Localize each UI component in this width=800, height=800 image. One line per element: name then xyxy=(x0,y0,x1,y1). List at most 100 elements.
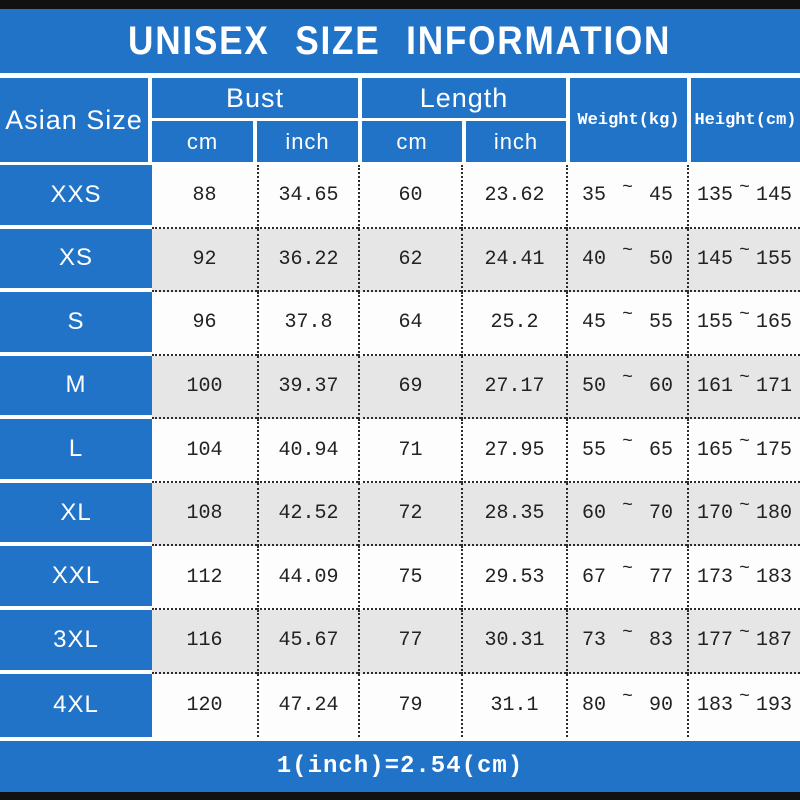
length-cm-value: 69 xyxy=(358,355,461,420)
size-label: XXL xyxy=(0,546,152,610)
length-cm-value: 71 xyxy=(358,419,461,483)
weight-max-value: 55 xyxy=(648,311,673,335)
header-bust-cm: cm xyxy=(152,121,257,162)
table-row: 4XL 120 47.24 79 31.1 80 ~ 90 183 ~ 193 xyxy=(0,673,800,738)
weight-min-value: 45 xyxy=(582,311,607,335)
tilde-symbol: ~ xyxy=(739,304,750,325)
height-max-value: 187 xyxy=(755,629,792,653)
tilde-symbol: ~ xyxy=(622,241,633,262)
header-weight: Weight(kg) xyxy=(566,78,687,162)
length-inch-value: 28.35 xyxy=(461,482,566,547)
table-header: Asian Size Bust cm inch Length cm inch W… xyxy=(0,78,800,162)
tilde-symbol: ~ xyxy=(739,559,750,580)
tilde-symbol: ~ xyxy=(739,495,750,516)
bust-inch-value: 34.65 xyxy=(257,165,358,229)
height-min-value: 173 xyxy=(697,565,734,589)
height-max-value: 180 xyxy=(755,502,792,526)
bust-cm-value: 108 xyxy=(152,482,257,547)
bottom-black-bar xyxy=(0,792,800,800)
weight-range: 73 ~ 83 xyxy=(566,609,687,674)
height-min-value: 145 xyxy=(697,247,734,271)
tilde-symbol: ~ xyxy=(622,495,633,516)
weight-range: 50 ~ 60 xyxy=(566,355,687,420)
weight-range: 80 ~ 90 xyxy=(566,673,687,738)
title-banner: UNISEX SIZE INFORMATION xyxy=(0,9,800,73)
bust-cm-value: 112 xyxy=(152,546,257,610)
header-length-cm: cm xyxy=(362,121,466,162)
height-range: 165 ~ 175 xyxy=(687,419,800,483)
length-cm-value: 79 xyxy=(358,673,461,738)
tilde-symbol: ~ xyxy=(622,304,633,325)
tilde-symbol: ~ xyxy=(739,622,750,643)
weight-max-value: 70 xyxy=(648,502,673,526)
bust-cm-value: 92 xyxy=(152,228,257,293)
weight-min-value: 60 xyxy=(582,502,607,526)
weight-max-value: 90 xyxy=(648,693,673,717)
tilde-symbol: ~ xyxy=(622,622,633,643)
weight-range: 55 ~ 65 xyxy=(566,419,687,483)
tilde-symbol: ~ xyxy=(739,432,750,453)
height-range: 155 ~ 165 xyxy=(687,292,800,356)
length-cm-value: 77 xyxy=(358,609,461,674)
header-height: Height(cm) xyxy=(687,78,800,162)
tilde-symbol: ~ xyxy=(622,368,633,389)
bust-cm-value: 120 xyxy=(152,673,257,738)
weight-max-value: 77 xyxy=(648,565,673,589)
tilde-symbol: ~ xyxy=(739,368,750,389)
size-label: L xyxy=(0,419,152,483)
weight-range: 45 ~ 55 xyxy=(566,292,687,356)
tilde-symbol: ~ xyxy=(622,559,633,580)
weight-min-value: 40 xyxy=(582,247,607,271)
tilde-symbol: ~ xyxy=(739,241,750,262)
weight-range: 40 ~ 50 xyxy=(566,228,687,293)
height-max-value: 175 xyxy=(755,438,792,462)
weight-min-value: 35 xyxy=(582,184,607,208)
table-row: S 96 37.8 64 25.2 45 ~ 55 155 ~ 165 xyxy=(0,292,800,356)
header-group-length: Length cm inch xyxy=(358,78,566,162)
table-body: XXS 88 34.65 60 23.62 35 ~ 45 135 ~ 145 … xyxy=(0,165,800,738)
size-label: 3XL xyxy=(0,609,152,674)
table-row: L 104 40.94 71 27.95 55 ~ 65 165 ~ 175 xyxy=(0,419,800,483)
height-min-value: 135 xyxy=(697,184,734,208)
height-max-value: 193 xyxy=(755,693,792,717)
header-bust-subrow: cm inch xyxy=(152,121,358,162)
weight-min-value: 67 xyxy=(582,565,607,589)
length-cm-value: 62 xyxy=(358,228,461,293)
weight-min-value: 55 xyxy=(582,438,607,462)
conversion-note-bar: 1(inch)=2.54(cm) xyxy=(0,741,800,792)
size-label: S xyxy=(0,292,152,356)
header-length-inch: inch xyxy=(493,128,539,154)
height-min-value: 165 xyxy=(697,438,734,462)
table-row: 3XL 116 45.67 77 30.31 73 ~ 83 177 ~ 187 xyxy=(0,609,800,674)
height-range: 145 ~ 155 xyxy=(687,228,800,293)
length-inch-value: 31.1 xyxy=(461,673,566,738)
weight-min-value: 50 xyxy=(582,374,607,398)
height-range: 173 ~ 183 xyxy=(687,546,800,610)
table-row: M 100 39.37 69 27.17 50 ~ 60 161 ~ 171 xyxy=(0,355,800,420)
height-min-value: 155 xyxy=(697,311,734,335)
weight-max-value: 50 xyxy=(648,247,673,271)
length-inch-value: 24.41 xyxy=(461,228,566,293)
tilde-symbol: ~ xyxy=(739,177,750,198)
height-min-value: 183 xyxy=(697,693,734,717)
height-range: 170 ~ 180 xyxy=(687,482,800,547)
length-cm-value: 75 xyxy=(358,546,461,610)
weight-max-value: 60 xyxy=(648,374,673,398)
height-range: 183 ~ 193 xyxy=(687,673,800,738)
table-row: XL 108 42.52 72 28.35 60 ~ 70 170 ~ 180 xyxy=(0,482,800,547)
height-max-value: 183 xyxy=(755,565,792,589)
header-length-subrow: cm inch xyxy=(362,121,566,162)
size-label: 4XL xyxy=(0,673,152,738)
height-max-value: 145 xyxy=(755,184,792,208)
bust-inch-value: 37.8 xyxy=(257,292,358,356)
length-cm-value: 60 xyxy=(358,165,461,229)
table-row: XS 92 36.22 62 24.41 40 ~ 50 145 ~ 155 xyxy=(0,228,800,293)
tilde-symbol: ~ xyxy=(622,687,633,708)
header-group-bust: Bust cm inch xyxy=(152,78,358,162)
weight-min-value: 73 xyxy=(582,629,607,653)
bust-inch-value: 39.37 xyxy=(257,355,358,420)
tilde-symbol: ~ xyxy=(622,432,633,453)
bust-inch-value: 45.67 xyxy=(257,609,358,674)
length-inch-value: 27.95 xyxy=(461,419,566,483)
